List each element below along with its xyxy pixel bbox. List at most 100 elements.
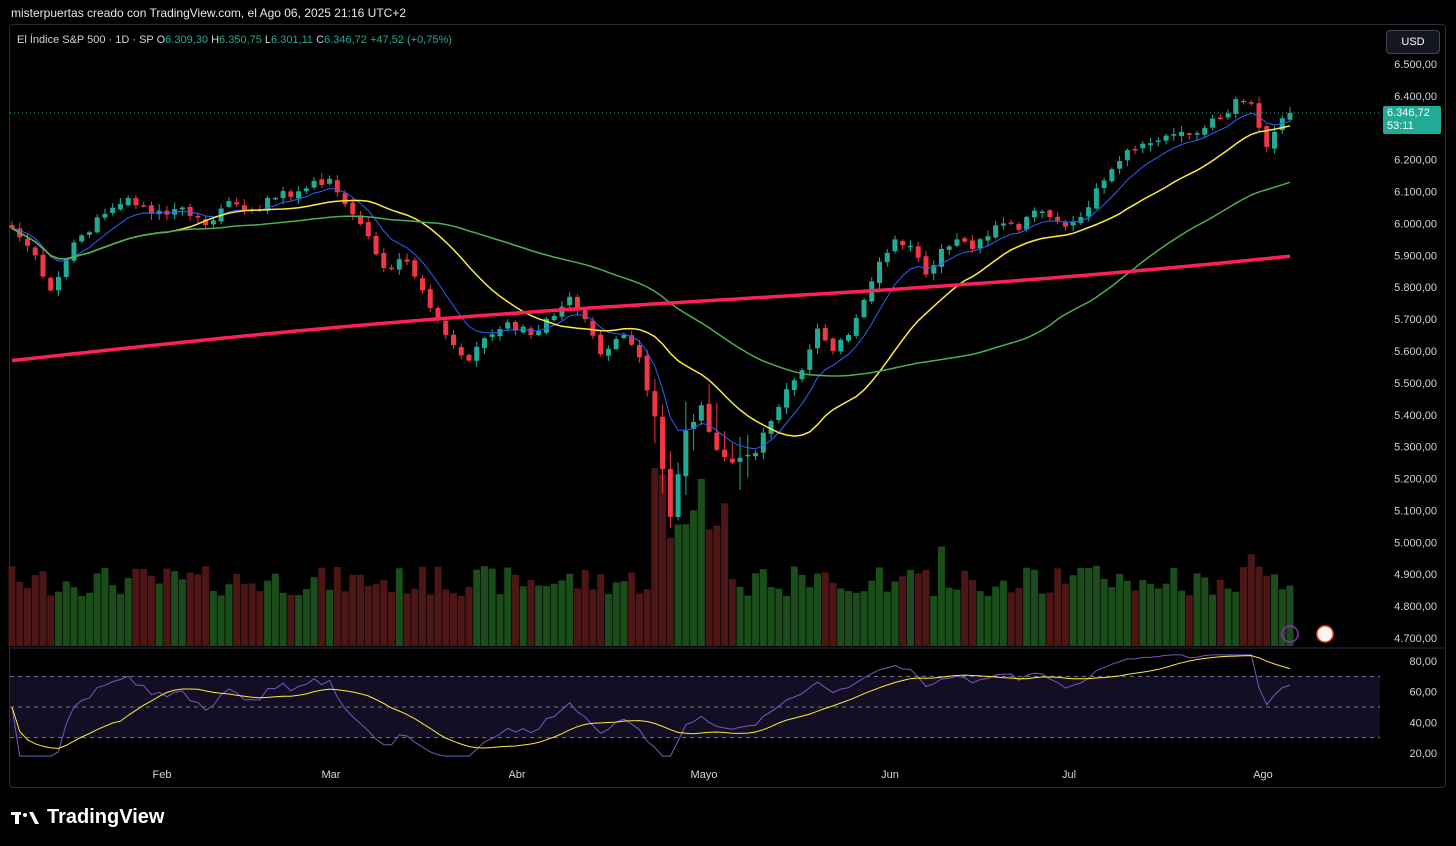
volume-bar bbox=[1154, 588, 1162, 646]
candle-body bbox=[1093, 188, 1099, 209]
price-tick-label: 4.700,00 bbox=[1394, 633, 1437, 645]
ohlc-legend: El Índice S&P 500 · 1D · SP O6.309,30 H6… bbox=[17, 34, 452, 46]
volume-bar bbox=[116, 593, 124, 646]
price-tick-label: 5.200,00 bbox=[1394, 474, 1437, 486]
volume-bar bbox=[1209, 594, 1217, 646]
candle-body bbox=[830, 338, 836, 351]
volume-bar bbox=[573, 588, 581, 646]
volume-bar bbox=[953, 589, 961, 646]
candle-body bbox=[1062, 221, 1068, 227]
candle-body bbox=[1140, 143, 1146, 149]
candle-body bbox=[652, 391, 658, 417]
volume-bar bbox=[171, 571, 179, 646]
volume-bar bbox=[635, 593, 643, 646]
candle-body bbox=[915, 246, 921, 258]
tradingview-logo[interactable]: TradingView bbox=[11, 806, 164, 829]
rsi-layer: 80,00 60,00 40,00 20,00 bbox=[10, 654, 1437, 760]
candle-body bbox=[768, 421, 774, 434]
volume-bar bbox=[790, 566, 798, 646]
volume-bar bbox=[295, 595, 303, 646]
volume-bar bbox=[937, 546, 945, 646]
volume-bar bbox=[612, 582, 620, 646]
currency-button[interactable]: USD bbox=[1386, 30, 1440, 54]
volume-bar bbox=[1201, 577, 1209, 646]
volume-bar bbox=[163, 568, 171, 646]
price-tick-label: 6.100,00 bbox=[1394, 187, 1437, 199]
volume-bar bbox=[697, 478, 705, 646]
candle-body bbox=[1264, 126, 1270, 147]
volume-bar bbox=[659, 474, 667, 646]
candle-body bbox=[226, 201, 232, 207]
volume-bar bbox=[333, 567, 341, 646]
volume-bar bbox=[984, 595, 992, 646]
candle-body bbox=[729, 458, 735, 463]
candle-body bbox=[1194, 133, 1200, 135]
month-tick-label: Mar bbox=[322, 769, 341, 781]
candle-body bbox=[985, 236, 991, 241]
volume-bar bbox=[1077, 568, 1085, 646]
volume-bar bbox=[651, 467, 659, 646]
candle-body bbox=[32, 247, 38, 256]
candle-body bbox=[179, 207, 185, 210]
candle-body bbox=[342, 193, 348, 205]
sma-long-line bbox=[11, 254, 1291, 363]
price-tick-label: 5.900,00 bbox=[1394, 250, 1437, 262]
volume-bar bbox=[47, 595, 55, 646]
candle-body bbox=[1124, 150, 1130, 161]
candle-body bbox=[481, 338, 487, 349]
volume-bar bbox=[837, 588, 845, 646]
rsi-ma-line bbox=[11, 655, 1291, 749]
month-tick-label: Feb bbox=[153, 769, 172, 781]
candle-body bbox=[745, 454, 751, 457]
volume-bar bbox=[829, 582, 837, 646]
volume-bar bbox=[124, 577, 132, 646]
candle-body bbox=[404, 259, 410, 262]
rsi-tick-label: 40,00 bbox=[1409, 717, 1437, 729]
volume-bar bbox=[643, 589, 651, 646]
candle-body bbox=[381, 252, 387, 269]
price-tick-label: 4.900,00 bbox=[1394, 569, 1437, 581]
candle-body bbox=[1031, 210, 1037, 218]
tradingview-brand: TradingView bbox=[47, 806, 165, 828]
volume-bar bbox=[155, 583, 163, 646]
volume-bar bbox=[23, 588, 31, 646]
volume-bar bbox=[310, 577, 318, 646]
candle-body bbox=[288, 191, 294, 197]
candle-body bbox=[1148, 143, 1154, 146]
volume-bar bbox=[1116, 573, 1124, 646]
candle-body bbox=[474, 346, 480, 361]
candle-body bbox=[272, 197, 278, 200]
volume-bar bbox=[519, 586, 527, 646]
candle-body bbox=[1202, 127, 1208, 135]
volume-bar bbox=[775, 588, 783, 646]
volume-bar bbox=[682, 524, 690, 646]
volume-bar bbox=[566, 573, 574, 646]
candle-body bbox=[799, 370, 805, 380]
rsi-band bbox=[10, 676, 1380, 738]
candle-body bbox=[1008, 222, 1014, 224]
candle-body bbox=[791, 380, 797, 390]
candle-body bbox=[760, 432, 766, 453]
candle-body bbox=[946, 246, 952, 250]
candle-body bbox=[234, 202, 240, 205]
candle-body bbox=[1163, 135, 1169, 141]
legend-open: 6.309,30 bbox=[165, 34, 209, 46]
candle-body bbox=[621, 335, 627, 339]
volume-bar bbox=[1015, 587, 1023, 646]
volume-bar bbox=[1147, 583, 1155, 646]
volume-bar bbox=[1046, 592, 1054, 646]
volume-bar bbox=[1247, 554, 1255, 646]
volume-bar bbox=[1255, 566, 1263, 646]
volume-bar bbox=[147, 575, 155, 646]
candle-body bbox=[931, 265, 937, 274]
candle-body bbox=[55, 276, 61, 291]
candle-body bbox=[853, 317, 859, 336]
volume-bar bbox=[271, 573, 279, 646]
candle-body bbox=[94, 217, 100, 233]
volume-bar bbox=[728, 579, 736, 646]
volume-bar bbox=[39, 571, 47, 646]
candle-body bbox=[110, 207, 116, 214]
candle-body bbox=[1179, 131, 1185, 136]
volume-bar bbox=[70, 587, 78, 646]
